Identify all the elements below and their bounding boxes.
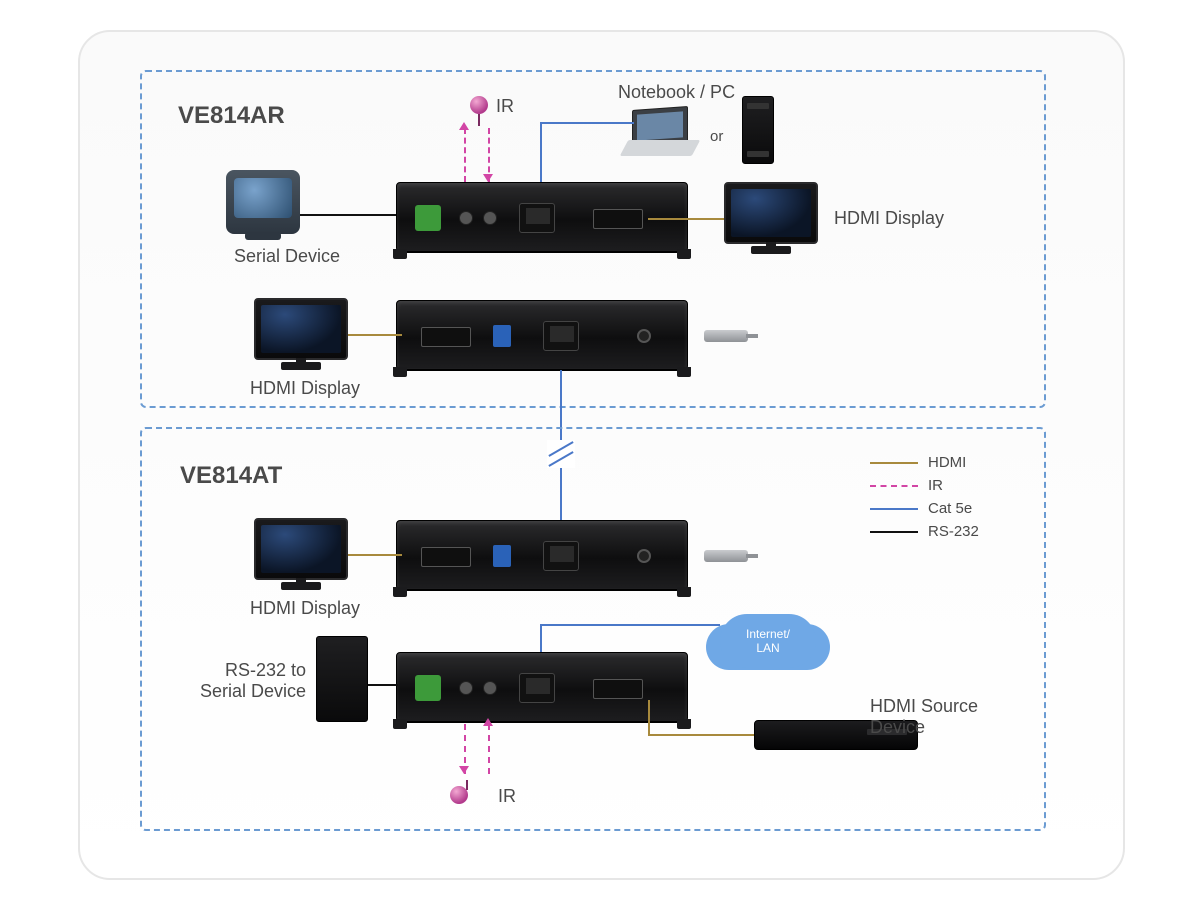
section-title-receiver: VE814AR (178, 102, 285, 130)
dc-plug-at (704, 550, 748, 562)
legend-line-cat (870, 508, 918, 510)
wire-cat-laptop-h (540, 122, 634, 124)
cloud-label: Internet/ LAN (746, 627, 790, 655)
cloud-icon: Internet/ LAN (720, 614, 816, 668)
arrow-ir-a (459, 122, 469, 130)
port-ir-jack-b (483, 211, 497, 225)
port-rs232-terminal-at (415, 675, 441, 701)
monitor-icon-3 (254, 518, 348, 580)
legend-row-hdmi: HDMI (870, 454, 979, 471)
label-ir-bottom: IR (498, 786, 516, 807)
wire-hdmi-at-front (348, 554, 402, 556)
legend-line-hdmi (870, 462, 918, 464)
laptop-icon (624, 108, 696, 156)
legend-label-rs: RS-232 (928, 523, 979, 540)
legend-row-cat: Cat 5e (870, 500, 979, 517)
port-link-ar (543, 321, 579, 351)
serial-server-icon (316, 636, 368, 722)
serial-device-icon (226, 170, 300, 234)
section-title-transmitter: VE814AT (180, 462, 282, 490)
arrow-ir-c (459, 766, 469, 774)
port-dc-at (637, 549, 651, 563)
legend-row-ir: IR (870, 477, 979, 494)
port-dc-ar (637, 329, 651, 343)
port-hdmi-out-ar (593, 209, 643, 229)
wire-hdmi-source-v (648, 700, 650, 734)
dc-plug-ar (704, 330, 748, 342)
wire-hdmi-ar-front (348, 334, 402, 336)
wire-rs232-bottom (368, 684, 398, 686)
label-hdmi-display-2: HDMI Display (250, 378, 360, 399)
pc-tower-icon (742, 96, 774, 164)
legend-label-ir: IR (928, 477, 943, 494)
ir-wire-bottom (466, 780, 468, 790)
label-rs232-serial: RS-232 to Serial Device (186, 660, 306, 702)
wire-cat-cloud-h (540, 624, 720, 626)
port-rs232-terminal (415, 205, 441, 231)
port-dip-at (493, 545, 511, 567)
port-hdmi-at-front (421, 547, 471, 567)
ir-wire-top (478, 114, 480, 126)
wire-ir-a (464, 128, 466, 182)
wire-hdmi-ar-out (648, 218, 724, 220)
port-link-at (543, 541, 579, 571)
unit-at-front (396, 520, 688, 590)
wire-cat-cloud-v (540, 624, 542, 652)
port-hdmi-ar-front (421, 327, 471, 347)
label-serial-device: Serial Device (234, 246, 340, 267)
label-or: or (710, 128, 723, 145)
unit-at-back (396, 652, 688, 722)
label-hdmi-display-1: HDMI Display (834, 208, 944, 229)
port-ethernet-ar (519, 203, 555, 233)
label-hdmi-source: HDMI Source Device (870, 696, 978, 738)
arrow-ir-b (483, 174, 493, 182)
port-ir-jack-a (459, 211, 473, 225)
wire-ir-d (488, 724, 490, 774)
legend-label-cat: Cat 5e (928, 500, 972, 517)
label-hdmi-display-3: HDMI Display (250, 598, 360, 619)
arrow-ir-d (483, 718, 493, 726)
label-ir-top: IR (496, 96, 514, 117)
port-hdmi-in-at (593, 679, 643, 699)
monitor-icon-2 (254, 298, 348, 360)
label-notebook-pc: Notebook / PC (618, 82, 735, 103)
port-dip-ar (493, 325, 511, 347)
wire-hdmi-source-h (648, 734, 754, 736)
monitor-icon-1 (724, 182, 818, 244)
port-ir-jack-d (483, 681, 497, 695)
unit-ar-front (396, 300, 688, 370)
port-ethernet-at (519, 673, 555, 703)
unit-ar-back (396, 182, 688, 252)
ir-receiver-top (470, 96, 488, 114)
wire-cat-laptop (540, 122, 542, 182)
legend-line-rs (870, 531, 918, 533)
legend-label-hdmi: HDMI (928, 454, 966, 471)
port-ir-jack-c (459, 681, 473, 695)
legend: HDMI IR Cat 5e RS-232 (870, 454, 979, 546)
wire-rs232-top (300, 214, 396, 216)
legend-line-ir (870, 485, 918, 487)
legend-row-rs: RS-232 (870, 523, 979, 540)
